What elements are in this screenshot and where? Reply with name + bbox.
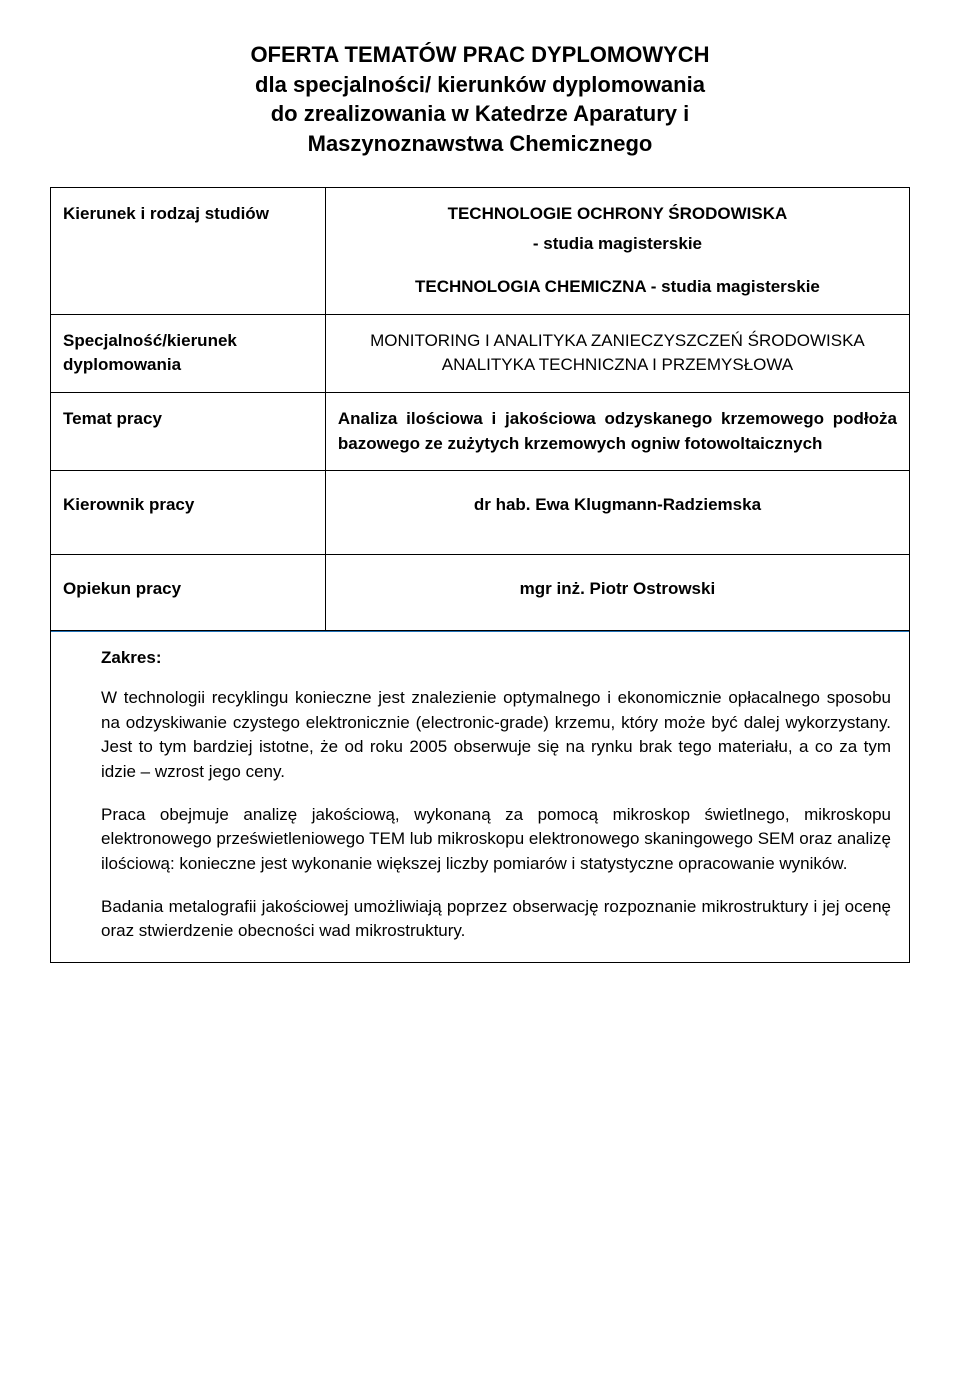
opiekun-text: mgr inż. Piotr Ostrowski xyxy=(338,577,897,602)
title-line: do zrealizowania w Katedrze Aparatury i xyxy=(50,99,910,129)
zakres-paragraph: Praca obejmuje analizę jakościową, wykon… xyxy=(101,803,891,877)
opiekun-value: mgr inż. Piotr Ostrowski xyxy=(325,554,909,630)
kierownik-value: dr hab. Ewa Klugmann-Radziemska xyxy=(325,471,909,555)
opiekun-label: Opiekun pracy xyxy=(51,554,326,630)
zakres-paragraph: Badania metalografii jakościowej umożliw… xyxy=(101,895,891,944)
kierunek-line3: TECHNOLOGIA CHEMICZNA - studia magisters… xyxy=(338,275,897,300)
table-row: Opiekun pracy mgr inż. Piotr Ostrowski xyxy=(51,554,910,630)
table-row: Temat pracy Analiza ilościowa i jakościo… xyxy=(51,392,910,470)
temat-label: Temat pracy xyxy=(51,392,326,470)
table-row: Kierunek i rodzaj studiów TECHNOLOGIE OC… xyxy=(51,187,910,314)
table-row: Kierownik pracy dr hab. Ewa Klugmann-Rad… xyxy=(51,471,910,555)
kierunek-label: Kierunek i rodzaj studiów xyxy=(51,187,326,314)
temat-text: Analiza ilościowa i jakościowa odzyskane… xyxy=(338,407,897,456)
zakres-label: Zakres: xyxy=(101,646,891,671)
zakres-cell: Zakres: W technologii recyklingu koniecz… xyxy=(51,630,910,962)
kierunek-line2: - studia magisterskie xyxy=(338,232,897,257)
specjalnosc-label: Specjalność/kierunek dyplomowania xyxy=(51,314,326,392)
specjalnosc-line1: MONITORING I ANALITYKA ZANIECZYSZCZEŃ ŚR… xyxy=(338,329,897,354)
title-line: Maszynoznawstwa Chemicznego xyxy=(50,129,910,159)
kierownik-label: Kierownik pracy xyxy=(51,471,326,555)
kierunek-value: TECHNOLOGIE OCHRONY ŚRODOWISKA - studia … xyxy=(325,187,909,314)
table-row: Specjalność/kierunek dyplomowania MONITO… xyxy=(51,314,910,392)
table-row: Zakres: W technologii recyklingu koniecz… xyxy=(51,630,910,962)
document-title: OFERTA TEMATÓW PRAC DYPLOMOWYCH dla spec… xyxy=(50,40,910,159)
temat-value: Analiza ilościowa i jakościowa odzyskane… xyxy=(325,392,909,470)
specjalnosc-line2: ANALITYKA TECHNICZNA I PRZEMYSŁOWA xyxy=(338,353,897,378)
kierownik-text: dr hab. Ewa Klugmann-Radziemska xyxy=(338,493,897,518)
title-line: dla specjalności/ kierunków dyplomowania xyxy=(50,70,910,100)
specjalnosc-value: MONITORING I ANALITYKA ZANIECZYSZCZEŃ ŚR… xyxy=(325,314,909,392)
zakres-paragraph: W technologii recyklingu konieczne jest … xyxy=(101,686,891,785)
title-line: OFERTA TEMATÓW PRAC DYPLOMOWYCH xyxy=(50,40,910,70)
thesis-offer-table: Kierunek i rodzaj studiów TECHNOLOGIE OC… xyxy=(50,187,910,963)
kierunek-line1: TECHNOLOGIE OCHRONY ŚRODOWISKA xyxy=(338,202,897,227)
